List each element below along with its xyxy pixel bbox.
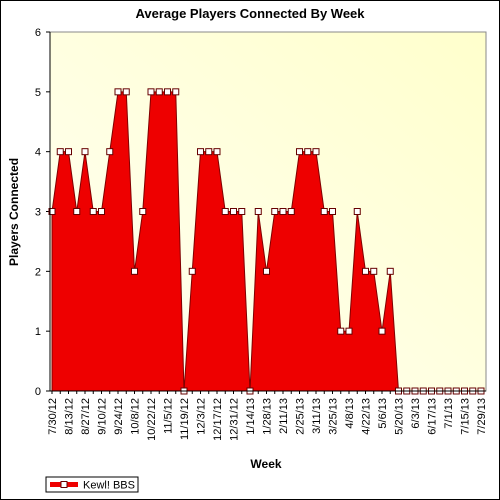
marker <box>271 208 279 215</box>
marker <box>73 208 81 215</box>
marker <box>287 208 295 215</box>
x-tick-label: 9/10/12 <box>97 398 109 435</box>
x-tick-label: 9/24/12 <box>113 398 125 435</box>
marker <box>345 327 353 335</box>
marker <box>147 88 155 96</box>
y-tick-label: 6 <box>35 27 41 39</box>
y-tick-label: 5 <box>35 87 41 99</box>
marker <box>329 208 336 215</box>
marker <box>312 148 320 156</box>
x-tick-label: 12/31/12 <box>229 398 241 441</box>
marker <box>263 267 270 275</box>
y-tick-label: 1 <box>35 326 41 338</box>
marker <box>106 148 114 156</box>
marker <box>188 267 196 275</box>
legend-marker <box>60 481 68 488</box>
x-tick-label: 11/5/12 <box>163 398 175 434</box>
x-tick-label: 8/13/12 <box>64 398 76 435</box>
y-tick-label: 2 <box>35 266 41 278</box>
marker <box>65 148 72 156</box>
x-tick-label: 6/3/13 <box>410 398 422 429</box>
marker <box>279 208 287 215</box>
x-tick-label: 1/28/13 <box>262 398 274 435</box>
x-tick-label: 2/11/13 <box>278 398 290 434</box>
x-tick-label: 7/30/12 <box>47 398 59 435</box>
y-tick-label: 3 <box>35 207 41 219</box>
marker <box>172 88 180 96</box>
marker <box>98 208 105 215</box>
x-tick-label: 12/3/12 <box>196 398 208 435</box>
marker <box>370 267 378 275</box>
marker <box>221 208 229 215</box>
x-tick-label: 7/29/13 <box>476 398 488 435</box>
marker <box>205 148 213 156</box>
x-tick-label: 6/17/13 <box>427 398 439 435</box>
marker <box>238 208 246 215</box>
x-tick-label: 2/25/13 <box>295 398 307 435</box>
legend: Kewl! BBS <box>45 476 139 493</box>
x-tick-label: 4/8/13 <box>344 398 356 429</box>
marker <box>139 208 147 215</box>
x-tick-label: 1/14/13 <box>245 398 257 435</box>
x-tick-label: 7/1/13 <box>443 398 455 429</box>
x-tick-label: 5/6/13 <box>377 398 389 429</box>
x-tick-label: 7/15/13 <box>460 398 472 435</box>
marker <box>213 148 221 156</box>
y-tick-label: 4 <box>35 147 41 159</box>
marker <box>155 88 163 96</box>
x-tick-label: 8/27/12 <box>80 398 92 435</box>
x-tick-label: 4/22/13 <box>361 398 373 435</box>
y-tick-label: 0 <box>35 386 41 398</box>
marker <box>378 327 386 335</box>
x-tick-label: 3/25/13 <box>328 398 340 435</box>
marker <box>304 148 312 156</box>
x-tick-label: 3/11/13 <box>311 398 323 434</box>
marker <box>254 208 262 215</box>
marker <box>353 208 361 215</box>
chart-title: Average Players Connected By Week <box>135 6 365 21</box>
y-axis-title: Players Connected <box>7 158 21 266</box>
marker <box>197 148 204 156</box>
marker <box>296 148 303 156</box>
marker <box>56 148 64 156</box>
marker <box>337 327 345 335</box>
x-tick-label: 12/17/12 <box>212 398 224 441</box>
marker <box>81 148 89 156</box>
x-tick-label: 10/22/12 <box>146 398 158 441</box>
legend-label: Kewl! BBS <box>83 480 135 492</box>
marker <box>48 208 56 215</box>
x-tick-label: 5/20/13 <box>394 398 406 435</box>
marker <box>114 88 122 96</box>
legend-box <box>45 476 139 493</box>
marker <box>362 267 369 275</box>
x-axis-title: Week <box>250 457 281 471</box>
x-tick-label: 10/8/12 <box>130 398 142 435</box>
marker <box>164 88 171 96</box>
marker <box>230 208 237 215</box>
x-tick-label: 11/19/12 <box>179 398 191 440</box>
marker <box>386 267 394 275</box>
marker <box>131 267 138 275</box>
marker <box>122 88 130 96</box>
marker <box>320 208 328 215</box>
marker <box>89 208 97 215</box>
